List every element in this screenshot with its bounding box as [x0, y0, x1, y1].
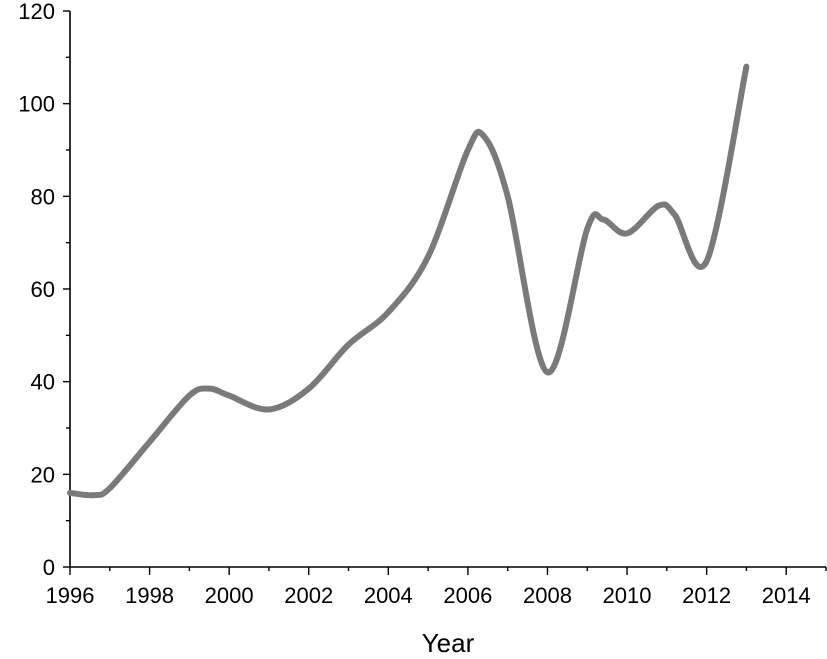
y-tick-label: 40 — [31, 370, 55, 395]
x-tick-label: 2004 — [364, 583, 413, 608]
y-tick-label: 0 — [43, 555, 55, 580]
x-tick-label: 2006 — [443, 583, 492, 608]
y-tick-label: 80 — [31, 184, 55, 209]
x-tick-label: 2012 — [682, 583, 731, 608]
tick-labels: 0 20 40 60 80 100 120 1996 1998 2000 2002 2004 2006 2… — [18, 0, 810, 608]
y-tick-label: 120 — [18, 0, 55, 24]
y-tick-label: 20 — [31, 462, 55, 487]
y-tick-label: 100 — [18, 92, 55, 117]
axis-ticks — [63, 10, 827, 575]
x-tick-label: 2010 — [603, 583, 652, 608]
series-layer — [67, 63, 750, 499]
series-line-0 — [67, 63, 750, 499]
x-tick-label: 2008 — [523, 583, 572, 608]
x-tick-label: 2000 — [205, 583, 254, 608]
x-tick-label: 1998 — [125, 583, 174, 608]
x-axis-title: Year — [422, 628, 475, 658]
x-tick-label: 2014 — [762, 583, 811, 608]
y-tick-label: 60 — [31, 277, 55, 302]
x-tick-label: 2002 — [284, 583, 333, 608]
x-tick-label: 1996 — [46, 583, 95, 608]
